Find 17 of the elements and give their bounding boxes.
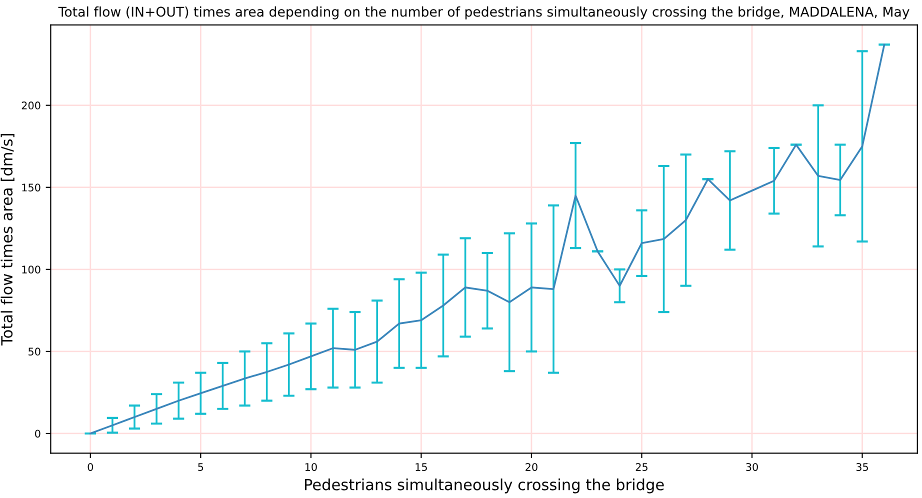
y-tick-label: 150 — [22, 184, 40, 192]
x-tick-label: 25 — [636, 463, 648, 471]
y-axis-title: Total flow times area [dm/s] — [0, 134, 14, 346]
chart-title: Total flow (IN+OUT) times area depending on the number of pedestrians simultaneously crossing the bridge, MADDALENA, May — [58, 6, 910, 20]
y-tick-label: 100 — [22, 266, 40, 274]
x-tick-label: 35 — [856, 463, 868, 471]
y-tick-label: 50 — [28, 348, 40, 356]
y-tick-label: 0 — [35, 430, 40, 438]
x-tick-label: 15 — [416, 463, 427, 471]
x-tick-label: 5 — [198, 463, 204, 471]
x-tick-label: 20 — [526, 463, 538, 471]
y-tick-label: 200 — [22, 102, 40, 110]
x-tick-label: 0 — [88, 463, 94, 471]
x-tick-label: 10 — [305, 463, 317, 471]
x-axis-title: Pedestrians simultaneously crossing the bridge — [305, 478, 664, 494]
line-series — [90, 44, 886, 434]
x-tick-label: 30 — [746, 463, 758, 471]
